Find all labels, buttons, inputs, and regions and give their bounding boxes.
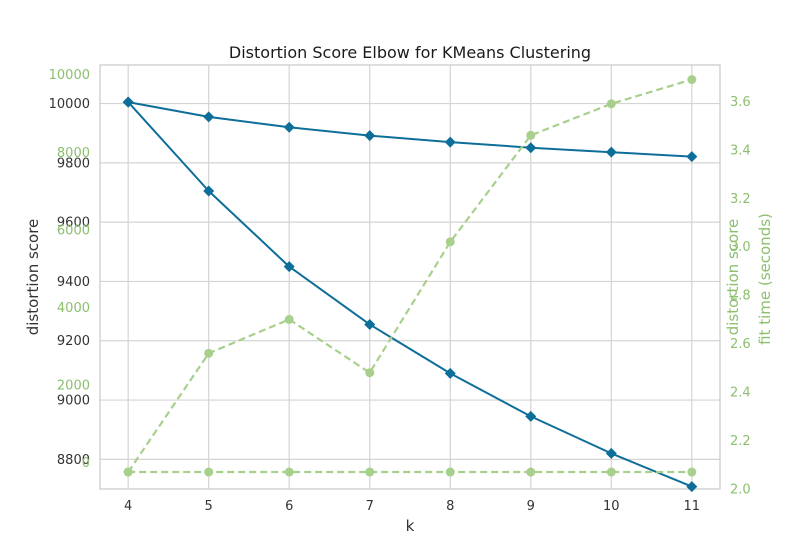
series-line-0 xyxy=(127,101,693,488)
y-right-tick-label: 3.4 xyxy=(730,143,751,158)
series-point-3 xyxy=(123,467,133,477)
x-tick-label: 10 xyxy=(603,499,620,514)
series-point-1 xyxy=(122,96,134,108)
y-tick-label: 9200 xyxy=(57,334,90,349)
y-right-axis-title: fit time (seconds) xyxy=(756,213,774,345)
series-point-2 xyxy=(687,75,697,85)
y-overlay-tick-label: 8000 xyxy=(57,146,90,161)
y-overlay-tick-label: 0 xyxy=(82,456,90,471)
x-tick-label: 11 xyxy=(684,499,701,514)
series-point-2 xyxy=(526,130,536,140)
series-point-2 xyxy=(204,348,214,358)
y-right-tick-label: 2.8 xyxy=(730,289,751,304)
y-overlay-tick-label: 4000 xyxy=(57,301,90,316)
series-point-1 xyxy=(283,121,295,133)
series-point-3 xyxy=(445,467,455,477)
y-tick-label: 10000 xyxy=(49,97,90,112)
y-right-tick-label: 2.4 xyxy=(730,386,751,401)
tick-labels: 4 5 6 7 8 9 10 11 8800 9000 9200 9400 9600 9800 10000 0… xyxy=(49,68,751,514)
y-tick-label: 9000 xyxy=(57,394,90,409)
series-line-2 xyxy=(127,78,693,473)
grid xyxy=(100,65,720,489)
series-point-0 xyxy=(364,318,376,330)
y-tick-label: 9600 xyxy=(57,216,90,231)
y-axis-title: distortion score xyxy=(24,219,42,336)
y-right-tick-label: 2.2 xyxy=(730,434,751,449)
series-point-1 xyxy=(364,130,376,142)
y-axis-title-overlay: distortion score xyxy=(724,219,742,336)
series-point-2 xyxy=(284,314,294,324)
series-point-0 xyxy=(605,447,617,459)
series-point-1 xyxy=(203,111,215,123)
series-point-3 xyxy=(365,467,375,477)
series-point-1 xyxy=(444,136,456,148)
series-point-3 xyxy=(526,467,536,477)
series-point-3 xyxy=(284,467,294,477)
series-point-3 xyxy=(687,467,697,477)
y-tick-label: 9800 xyxy=(57,156,90,171)
y-right-tick-label: 2.0 xyxy=(730,483,751,498)
x-tick-label: 4 xyxy=(124,499,132,514)
y-tick-label: 9400 xyxy=(57,275,90,290)
series-point-3 xyxy=(606,467,616,477)
chart-title: Distortion Score Elbow for KMeans Cluste… xyxy=(229,43,591,62)
x-tick-label: 6 xyxy=(285,499,293,514)
plot-frame xyxy=(99,64,721,490)
series-point-1 xyxy=(686,151,698,163)
series-point-3 xyxy=(204,467,214,477)
series-point-1 xyxy=(605,146,617,158)
series-point-1 xyxy=(525,142,537,154)
x-axis-title: k xyxy=(406,517,415,535)
y-overlay-tick-label: 2000 xyxy=(57,379,90,394)
y-tick-label: 8800 xyxy=(57,453,90,468)
y-overlay-tick-label: 6000 xyxy=(57,223,90,238)
x-tick-label: 8 xyxy=(446,499,454,514)
series-point-2 xyxy=(445,237,455,247)
series-line-1 xyxy=(128,101,692,158)
y-right-tick-label: 3.6 xyxy=(730,95,751,110)
x-tick-label: 7 xyxy=(366,499,374,514)
series-point-0 xyxy=(686,481,698,493)
y-overlay-tick-label: 10000 xyxy=(49,68,90,83)
y-right-tick-label: 3.2 xyxy=(730,192,751,207)
x-tick-label: 9 xyxy=(527,499,535,514)
series-point-2 xyxy=(606,99,616,109)
y-right-tick-label: 3.0 xyxy=(730,240,751,255)
series-point-0 xyxy=(203,185,215,197)
series-point-0 xyxy=(283,261,295,273)
series-point-0 xyxy=(444,367,456,379)
x-tick-label: 5 xyxy=(205,499,213,514)
series-point-2 xyxy=(365,368,375,378)
y-right-tick-label: 2.6 xyxy=(730,337,751,352)
series-layer xyxy=(122,75,698,493)
series-point-0 xyxy=(525,410,537,422)
